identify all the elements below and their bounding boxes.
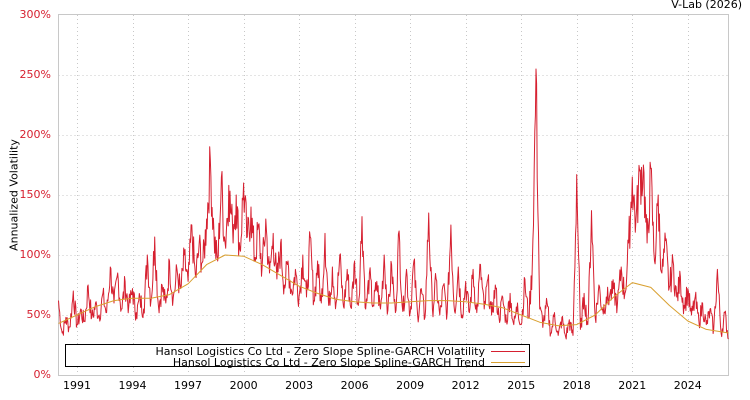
x-tick-label: 2021 [618,379,647,392]
x-tick-label: 2015 [507,379,536,392]
x-tick-label: 2012 [451,379,480,392]
x-tick-label: 1997 [174,379,203,392]
y-tick-label: 150% [19,188,51,201]
chart-legend: Hansol Logistics Co Ltd - Zero Slope Spl… [65,344,530,369]
y-tick-label: 0% [33,368,51,381]
legend-label-volatility: Hansol Logistics Co Ltd - Zero Slope Spl… [155,345,485,358]
legend-swatch-trend [491,362,525,363]
x-tick-label: 2018 [562,379,591,392]
grid-lines [58,15,729,375]
legend-item-volatility: Hansol Logistics Co Ltd - Zero Slope Spl… [155,345,525,358]
x-tick-label: 2009 [396,379,425,392]
x-tick-label: 1991 [63,379,91,392]
x-tick-label: 2000 [229,379,258,392]
x-tick-label: 2003 [285,379,314,392]
y-tick-label: 200% [19,128,51,141]
y-tick-label: 100% [19,248,51,261]
volatility-series-line [58,68,729,340]
x-tick-label: 2024 [673,379,702,392]
y-tick-label: 300% [19,8,51,21]
x-tick-label: 1994 [118,379,147,392]
legend-item-trend: Hansol Logistics Co Ltd - Zero Slope Spl… [172,356,525,369]
plot-area-border [58,14,729,376]
y-tick-label: 50% [26,308,51,321]
x-tick-label: 2006 [340,379,369,392]
legend-swatch-volatility [491,351,525,352]
trend-series-line [58,254,729,334]
y-tick-label: 250% [19,68,51,81]
legend-label-trend: Hansol Logistics Co Ltd - Zero Slope Spl… [172,356,485,369]
chart-credit: V-Lab (2026) [671,0,742,11]
